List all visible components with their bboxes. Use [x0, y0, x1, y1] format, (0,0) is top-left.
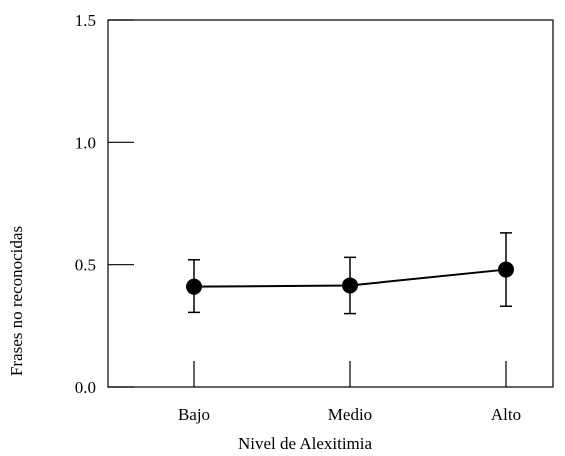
y-tick-label: 0.5	[75, 256, 96, 275]
x-axis-label: Nivel de Alexitimia	[238, 434, 373, 453]
y-axis-label: Frases no reconocidas	[7, 226, 26, 376]
x-tick-label: Alto	[491, 405, 521, 424]
x-tick-label: Medio	[328, 405, 372, 424]
data-point	[498, 261, 514, 278]
y-tick-label: 1.0	[75, 133, 96, 152]
x-ticks: Bajo Medio Alto	[178, 361, 521, 424]
y-ticks: 0.0 0.5 1.0 1.5	[75, 11, 134, 397]
series	[186, 232, 514, 315]
y-tick-label: 0.0	[75, 378, 96, 397]
y-tick-label: 1.5	[75, 11, 96, 30]
plot-frame	[107, 19, 554, 388]
data-point	[186, 278, 202, 295]
axes	[107, 19, 554, 388]
data-point	[342, 277, 358, 294]
x-tick-label: Bajo	[178, 405, 210, 424]
